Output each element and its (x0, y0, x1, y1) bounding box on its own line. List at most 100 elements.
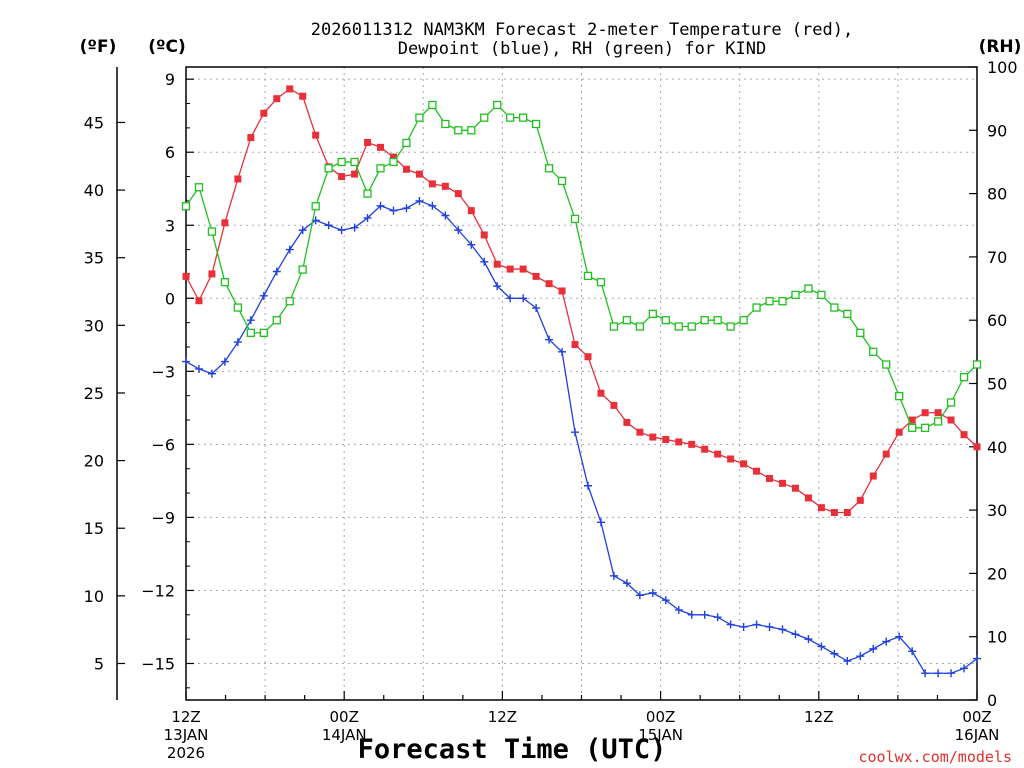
fahrenheit-tick-label: 30 (84, 316, 104, 335)
dewpoint-point (830, 649, 839, 658)
rh-point (830, 303, 839, 312)
rh-point (622, 316, 632, 325)
dewpoint-point (363, 213, 372, 222)
rh-point (518, 113, 528, 122)
dewpoint-point (233, 338, 242, 347)
2-meter-temperature-point (895, 428, 903, 436)
2-meter-temperature-point (856, 496, 864, 504)
dewpoint-point (752, 620, 761, 629)
celsius-tick-label: 3 (165, 216, 175, 235)
rh-tick-label: 100 (987, 58, 1018, 77)
dewpoint-point (804, 635, 813, 644)
2-meter-temperature-point (506, 265, 514, 273)
dewpoint-point (856, 652, 865, 661)
rh-point (648, 309, 657, 319)
dewpoint-point (843, 657, 852, 666)
2-meter-temperature-point (597, 389, 605, 397)
celsius-axis-ticks: 9 6 3 0 −3 −6 −9 −12 −15 (141, 70, 194, 689)
celsius-tick-label: −9 (151, 508, 175, 527)
rh-tick-label: 30 (987, 501, 1007, 520)
chart-grid (186, 67, 977, 700)
dewpoint-point (778, 625, 787, 634)
2-meter-temperature-point (273, 95, 281, 103)
2-meter-temperature-point (830, 509, 838, 517)
time-tick-label: 12Z (171, 708, 200, 726)
dewpoint-point (726, 620, 735, 629)
fahrenheit-tick-label: 40 (84, 181, 104, 200)
2-meter-temperature-point (947, 416, 955, 424)
rh-point (972, 360, 982, 369)
2-meter-temperature-point (921, 409, 929, 417)
celsius-tick-label: −12 (141, 581, 175, 600)
rh-point (298, 265, 307, 274)
rh-point (493, 100, 502, 110)
2-meter-temperature-point (221, 219, 229, 227)
2-meter-temperature-point (934, 409, 942, 417)
dewpoint-point (895, 632, 904, 641)
2-meter-temperature-point (467, 207, 475, 215)
dewpoint-point (545, 335, 554, 344)
2-meter-temperature-point (584, 353, 592, 361)
2-meter-temperature-point (480, 231, 488, 239)
rh-point (674, 322, 683, 331)
rh-point (908, 423, 917, 432)
celsius-tick-label: −15 (141, 654, 175, 673)
celsius-tick-label: −6 (151, 435, 175, 454)
dewpoint-point (960, 664, 969, 673)
dewpoint-point (739, 622, 748, 631)
2-meter-temperature-point (649, 433, 657, 441)
rh-point (609, 322, 619, 331)
2-meter-temperature-point (545, 280, 553, 288)
dewpoint-point (480, 257, 489, 266)
dewpoint-point (583, 481, 592, 490)
2-meter-temperature-point (195, 297, 203, 305)
rh-unit-label: (RH) (979, 37, 1022, 57)
credit-text: coolwx.com/models (858, 748, 1012, 766)
2-meter-temperature-point (260, 109, 268, 117)
fahrenheit-tick-label: 20 (84, 452, 104, 471)
rh-tick-label: 60 (987, 311, 1007, 330)
2-meter-temperature-point (688, 440, 696, 448)
rh-point (713, 316, 722, 325)
dewpoint-point (285, 245, 294, 254)
dewpoint-point (428, 201, 437, 210)
fahrenheit-axis-ticks: 45 40 35 30 25 20 15 10 5 (84, 113, 125, 673)
2-meter-temperature-point (727, 455, 735, 463)
dewpoint-point (908, 647, 917, 656)
2-meter-temperature-point (766, 474, 774, 482)
fahrenheit-tick-label: 35 (84, 249, 104, 268)
2-meter-temperature-point (182, 272, 190, 280)
2-meter-temperature-point (908, 416, 916, 424)
2-meter-temperature-point (610, 401, 618, 409)
rh-point (531, 119, 541, 129)
time-tick-label: 12Z (488, 708, 517, 726)
dewpoint-point (596, 518, 605, 527)
dewpoint-point (350, 223, 359, 232)
rh-point (389, 157, 398, 167)
rh-point (285, 297, 294, 306)
2-meter-temperature-point (389, 153, 397, 161)
rh-point (233, 303, 243, 312)
2-meter-temperature-point (571, 341, 579, 349)
2-meter-temperature-point (753, 467, 761, 475)
2-meter-temperature-point (869, 472, 877, 480)
dewpoint-point (973, 654, 981, 663)
date-tick-label: 13JAN (164, 726, 209, 744)
2-meter-temperature-point (299, 92, 307, 100)
dewpoint-point (467, 240, 476, 249)
dewpoint-point (324, 221, 333, 230)
dewpoint-point (298, 226, 307, 235)
dewpoint-point (869, 644, 878, 653)
rh-point (454, 126, 463, 135)
rh-tick-label: 40 (987, 438, 1007, 457)
rh-point (817, 290, 826, 300)
rh-point (596, 278, 606, 287)
dewpoint-point (376, 201, 385, 210)
rh-point (791, 290, 800, 300)
dewpoint-point (947, 669, 956, 678)
rh-point (933, 417, 943, 426)
dewpoint-point (506, 294, 515, 303)
2-meter-temperature-point (338, 173, 346, 181)
fahrenheit-tick-label: 5 (94, 654, 104, 673)
